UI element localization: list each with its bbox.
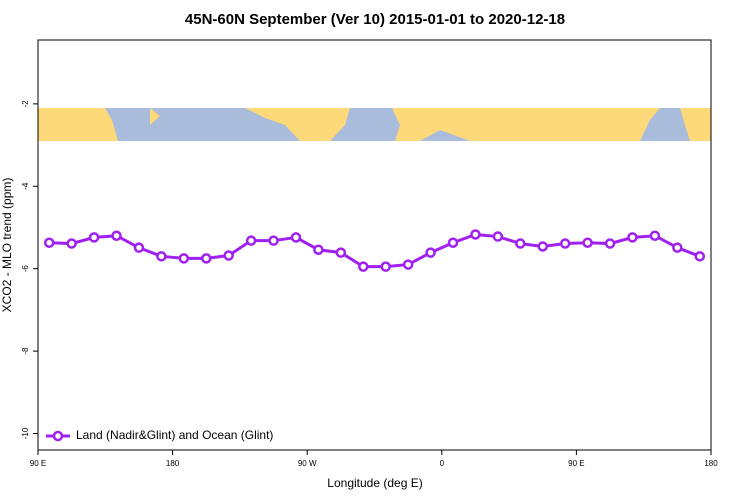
data-point [313,244,324,255]
data-point [380,261,391,272]
map-land [392,108,660,141]
data-point [111,230,122,241]
x-tick-label: 90 E [568,459,584,468]
data-point [559,238,571,249]
map-land [245,108,350,141]
data-point [582,237,593,248]
x-tick-label: 90 E [30,459,46,468]
data-point [201,253,212,264]
chart-title: 45N-60N September (Ver 10) 2015-01-01 to… [185,11,565,28]
data-point [672,242,683,253]
data-point [604,238,616,249]
legend-label: Land (Nadir&Glint) and Ocean (Glint) [76,428,273,442]
data-point [290,232,302,243]
data-point [335,247,347,258]
data-point [447,237,459,248]
data-point [66,238,77,249]
data-point [88,232,100,243]
data-point [492,231,504,242]
y-axis-label: XCO2 - MLO trend (ppm) [0,178,14,313]
data-point [43,237,55,248]
data-point [470,229,481,240]
data-point [425,247,436,258]
data-point [358,261,369,272]
data-point [223,250,234,261]
y-tick-label: -2 [21,100,30,108]
plot-frame [37,39,712,451]
map-land [38,108,118,141]
data-point [245,235,257,246]
map-band [38,108,711,141]
data-point [649,230,661,241]
y-tick-label: -8 [21,347,30,355]
series-line [49,232,701,269]
data-point [515,238,526,249]
data-point [537,241,548,252]
data-point [627,232,638,243]
x-axis-label: Longitude (deg E) [327,476,422,490]
legend-marker [52,430,64,442]
data-point [178,253,190,264]
x-tick-label: 180 [166,459,180,468]
x-tick-label: 0 [440,459,445,468]
data-point [402,259,414,270]
x-tick-label: 180 [704,459,718,468]
data-point [156,251,167,262]
y-tick-label: -4 [21,182,30,190]
y-tick-label: -10 [21,427,30,439]
data-point [133,242,145,253]
data-point [694,251,706,262]
map-land [680,108,711,141]
data-point [268,235,279,246]
map-land [150,108,160,125]
y-tick-label: -6 [21,265,30,273]
x-tick-label: 90 W [298,459,317,468]
